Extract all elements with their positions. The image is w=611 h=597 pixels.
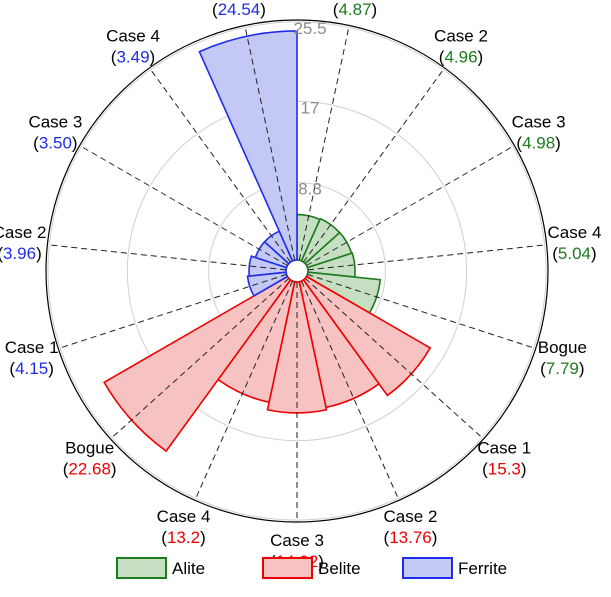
spoke (58, 273, 287, 350)
category-value: (24.54) (212, 0, 266, 19)
spoke (306, 145, 515, 266)
value-label: 22.68 (68, 460, 111, 479)
bar-belite-case-1 (302, 275, 432, 397)
category-name: Bogue (538, 338, 587, 357)
value-label: 3.96 (3, 244, 36, 263)
category-name: Bogue (65, 439, 114, 458)
legend-label-ferrite: Ferrite (458, 559, 507, 578)
category-label: Bogue (22.68) (63, 439, 117, 479)
spoke (307, 273, 536, 350)
category-label: Bogue (7.79) (538, 338, 587, 378)
category-value: (22.68) (63, 460, 117, 479)
bars-layer (103, 30, 432, 453)
legend-swatch-ferrite (402, 557, 453, 579)
category-value: (3.49) (111, 47, 155, 66)
category-name: Case 4 (548, 223, 602, 242)
value-label: 7.79 (546, 359, 579, 378)
value-label: 4.15 (15, 359, 48, 378)
category-value: (4.98) (516, 134, 560, 153)
value-label: 4.98 (522, 134, 555, 153)
spoke (149, 67, 291, 263)
category-label: Case 2 (4.96) (434, 26, 488, 66)
category-label: Case 3 (4.98) (512, 113, 566, 153)
value-label: 5.04 (558, 244, 591, 263)
value-label: 4.87 (338, 0, 371, 19)
value-label: 13.2 (167, 528, 200, 547)
category-name: Case 3 (512, 113, 566, 132)
value-label: 3.50 (39, 134, 72, 153)
bar-ferrite-case-1 (246, 271, 289, 297)
category-name: Case 3 (28, 113, 82, 132)
legend-swatch-belite (262, 557, 313, 579)
outer-circle (45, 19, 549, 523)
spokes-layer (47, 25, 547, 522)
spoke (244, 25, 296, 261)
value-label: 3.49 (116, 47, 149, 66)
radial-tick-label: 8.3 (298, 180, 322, 199)
legend-label-alite: Alite (172, 559, 205, 578)
value-label: 15.3 (488, 460, 521, 479)
category-value: (13.76) (384, 528, 438, 547)
category-value: (13.2) (161, 528, 205, 547)
spoke (110, 277, 290, 440)
radial-ticks: 8.3 17 25.5 (293, 19, 326, 199)
legend-swatch-alite (116, 557, 167, 579)
category-name: Case 2 (384, 507, 438, 526)
spoke (194, 280, 293, 501)
category-value: (4.96) (439, 47, 483, 66)
spoke (303, 67, 445, 263)
radial-tick-label: 25.5 (293, 19, 326, 38)
legend: Alite Belite Ferrite (116, 557, 507, 579)
category-value: (4.87) (333, 0, 377, 19)
spoke (301, 280, 400, 501)
category-value: (5.04) (552, 244, 596, 263)
category-labels: Case 1(4.87)Case 2(4.96)Case 3(4.98)Case… (0, 0, 601, 571)
radial-tick-label: 17 (301, 98, 320, 117)
legend-label-belite: Belite (318, 559, 361, 578)
category-value: (3.50) (33, 134, 77, 153)
category-value: (4.15) (9, 359, 53, 378)
spoke (298, 25, 350, 261)
category-value: (15.3) (482, 460, 526, 479)
category-value: (7.79) (540, 359, 584, 378)
bar-belite-bogue (103, 275, 292, 453)
category-name: Case 2 (434, 26, 488, 45)
grid-circle (47, 21, 547, 521)
category-value: (3.96) (0, 244, 42, 263)
category-label: Case 1(4.87) (328, 0, 382, 19)
spoke (79, 145, 288, 266)
category-name: Case 2 (0, 223, 46, 242)
spoke (47, 244, 287, 271)
category-label: Case 1 (4.15) (5, 338, 59, 378)
category-label: Bogue(24.54) (212, 0, 266, 19)
category-label: Case 2 (3.96) (0, 223, 46, 263)
category-label: Case 3 (3.50) (28, 113, 82, 153)
spoke (304, 277, 484, 440)
category-label: Case 4 (5.04) (548, 223, 602, 263)
category-name: Case 1 (477, 439, 531, 458)
category-label: Case 1 (15.3) (477, 439, 531, 479)
category-label: Case 2 (13.76) (384, 507, 438, 547)
value-label: 4.96 (444, 47, 477, 66)
bar-ferrite-bogue (198, 30, 298, 263)
category-label: Case 4 (13.2) (157, 507, 211, 547)
value-label: 13.76 (389, 528, 432, 547)
category-label: Case 4 (3.49) (106, 26, 160, 66)
value-label: 24.54 (218, 0, 261, 19)
bar-ferrite-case-2 (248, 255, 288, 277)
category-name: Case 4 (157, 507, 211, 526)
spoke (307, 244, 547, 271)
category-name: Case 1 (5, 338, 59, 357)
category-name: Case 4 (106, 26, 160, 45)
category-name: Case 3 (270, 531, 324, 550)
